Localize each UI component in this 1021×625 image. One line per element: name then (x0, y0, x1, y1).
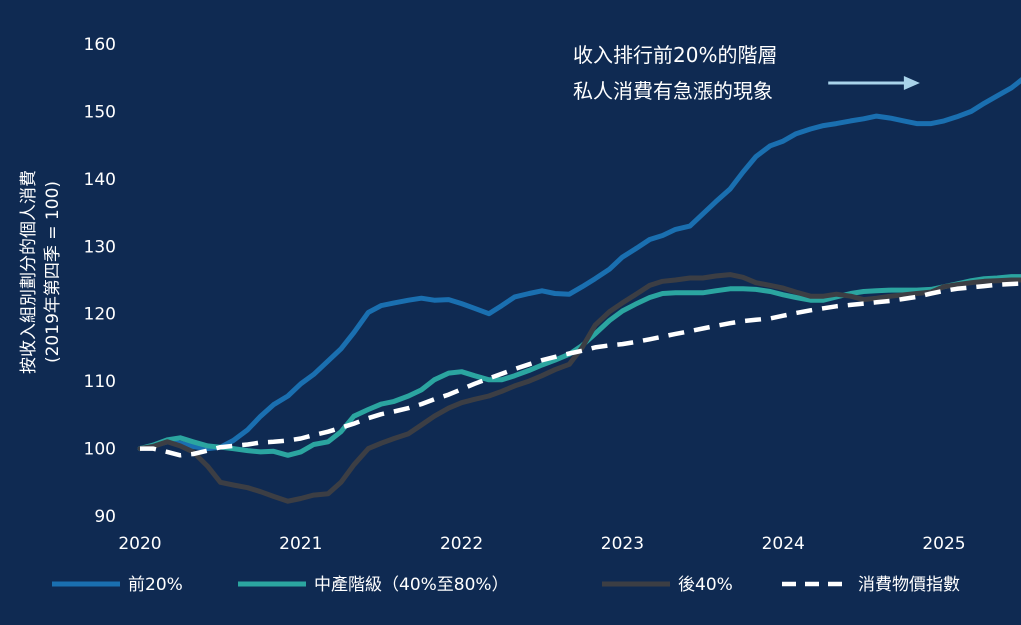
y-axis-label: 按收入組別劃分的個人消費 (2019年第四季 = 100) (19, 170, 63, 374)
y-tick-label: 120 (84, 305, 116, 325)
series-line-4 (140, 281, 1021, 458)
annotation-line1: 收入排行前20%的階層 (573, 43, 777, 67)
y-axis-ticks: 90 100 110 120 130 140 150 160 (84, 35, 116, 527)
y-tick-label: 130 (84, 237, 116, 257)
annotation-line2: 私人消費有急漲的現象 (573, 79, 773, 103)
annotation: 收入排行前20%的階層 私人消費有急漲的現象 (573, 43, 920, 103)
legend-label-3: 後40% (678, 575, 733, 595)
legend-label-4: 消費物價指數 (858, 575, 960, 595)
y-axis-title-line1: 按收入組別劃分的個人消費 (19, 170, 39, 374)
series-line-3 (137, 272, 1021, 504)
series-line-2 (137, 274, 1021, 458)
y-tick-label: 110 (84, 372, 116, 392)
x-tick-label: 2023 (601, 534, 644, 554)
x-axis-ticks: 2020 2021 2022 2023 2024 2025 (118, 534, 965, 554)
y-tick-label: 100 (84, 440, 116, 460)
legend-label-1: 前20% (128, 575, 183, 595)
legend: 前20% 中產階級（40%至80%） 後40% 消費物價指數 (52, 575, 960, 595)
y-tick-label: 90 (94, 507, 116, 527)
y-tick-label: 140 (84, 170, 116, 190)
x-tick-label: 2021 (279, 534, 322, 554)
x-tick-label: 2022 (440, 534, 483, 554)
x-tick-label: 2025 (922, 534, 965, 554)
series-line-1 (137, 77, 1021, 452)
legend-label-2: 中產階級（40%至80%） (314, 575, 509, 595)
x-tick-label: 2024 (762, 534, 805, 554)
y-tick-label: 150 (84, 102, 116, 122)
y-axis-title-line2: (2019年第四季 = 100) (43, 181, 63, 363)
series-layer (137, 77, 1021, 504)
annotation-arrow-head (903, 76, 920, 90)
y-tick-label: 160 (84, 35, 116, 55)
x-tick-label: 2020 (118, 534, 161, 554)
